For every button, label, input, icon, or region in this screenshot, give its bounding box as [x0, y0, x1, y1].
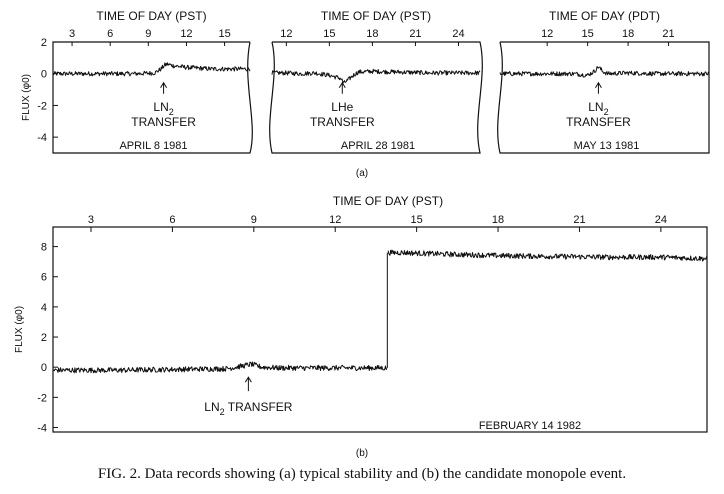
panel-a-xtick-label: 12	[541, 28, 553, 40]
panel-b-frame	[52, 226, 708, 433]
panel-a-top-axis-label: TIME OF DAY (PST)	[96, 9, 206, 23]
panel-a-xtick-label: 6	[107, 28, 113, 40]
panel-b-ytick-label: 6	[41, 272, 47, 284]
panel-a-xtick-label: 15	[323, 28, 335, 40]
panel-a-xtick-label: 3	[69, 28, 75, 40]
panel-b-ytick-label: -4	[37, 422, 47, 434]
panel-a-date-label: APRIL 28 1981	[341, 140, 415, 152]
panel-b-xtick-label: 9	[251, 214, 257, 226]
panel-a-frame-3	[497, 41, 710, 154]
panel-a-ytick-label: -4	[37, 132, 47, 144]
panel-b-annotation-arrow	[244, 376, 252, 392]
panel-a-trace-1	[52, 62, 251, 77]
panel-b-xtick-label: 21	[573, 214, 585, 226]
panel-b-xtick-label: 15	[411, 214, 423, 226]
panel-b-xtick-label: 6	[169, 214, 175, 226]
panel-a-ytick-label: -2	[37, 100, 47, 112]
panel-b-top-axis-label: TIME OF DAY (PST)	[333, 194, 443, 208]
panel-b-xtick-label: 3	[88, 214, 94, 226]
panel-b-ytick-label: 2	[41, 332, 47, 344]
figure-caption: FIG. 2. Data records showing (a) typical…	[97, 466, 627, 482]
panel-a-xtick-label: 21	[409, 28, 421, 40]
panel-b-xtick-label: 12	[329, 214, 341, 226]
panel-a-frame-2	[269, 41, 483, 154]
panel-a-annotation-line1: LN2	[153, 100, 173, 117]
panel-a-annotation-line2: TRANSFER	[310, 115, 375, 129]
panel-b-xtick-label: 24	[655, 214, 667, 226]
panel-b-date-label: FEBRUARY 14 1982	[479, 420, 581, 432]
panel-a-y-axis-label: FLUX (φ0)	[21, 74, 32, 121]
panel-a-annotation-arrow	[160, 81, 168, 94]
panel-a-xtick-label: 18	[622, 28, 634, 40]
panel-a-annotation-line1: LN2	[588, 100, 608, 117]
panel-a-xtick-label: 15	[218, 28, 230, 40]
panel-a-date-label: MAY 13 1981	[574, 140, 640, 152]
panel-a-trace-3	[499, 66, 710, 78]
panel-b-ytick-label: -2	[37, 392, 47, 404]
panel-a-date-label: APRIL 8 1981	[119, 140, 187, 152]
panel-a-top-axis-label: TIME OF DAY (PDT)	[549, 9, 660, 23]
panel-b-trace-after-jump	[387, 249, 708, 262]
panel-a-xtick-label: 15	[582, 28, 594, 40]
panel-a-annotation-line1: LHe	[331, 100, 353, 114]
panel-b-ytick-label: 8	[41, 242, 47, 254]
panel-b-xtick-label: 18	[492, 214, 504, 226]
panel-a-ytick-label: 0	[41, 69, 47, 81]
panel-b-y-axis-label: FLUX (φ0)	[14, 306, 25, 353]
panel-b-ytick-label: 4	[41, 302, 47, 314]
panel-a-trace-2	[271, 68, 481, 84]
panel-a-xtick-label: 18	[366, 28, 378, 40]
panel-a-xtick-label: 24	[452, 28, 464, 40]
panel-b-ytick-label: 0	[41, 362, 47, 374]
panel-a-xtick-label: 12	[280, 28, 292, 40]
panel-b-trace-before-jump	[52, 361, 388, 374]
panel-b-annotation-label: LN2 TRANSFER	[204, 400, 292, 417]
panel-a-xtick-label: 12	[180, 28, 192, 40]
panel-a-ytick-label: 2	[41, 37, 47, 49]
panel-a-top-axis-label: TIME OF DAY (PST)	[321, 9, 431, 23]
panel-a-frame-1	[52, 41, 253, 154]
panel-a-label: (a)	[356, 168, 368, 179]
panel-a-annotation-arrow	[338, 81, 346, 94]
panel-a-annotation-arrow	[595, 81, 602, 94]
panel-a-xtick-label: 9	[145, 28, 151, 40]
panel-b-label: (b)	[356, 448, 368, 459]
panel-a-annotation-line2: TRANSFER	[566, 115, 631, 129]
panel-a-annotation-line2: TRANSFER	[131, 115, 196, 129]
panel-a-xtick-label: 21	[662, 28, 674, 40]
